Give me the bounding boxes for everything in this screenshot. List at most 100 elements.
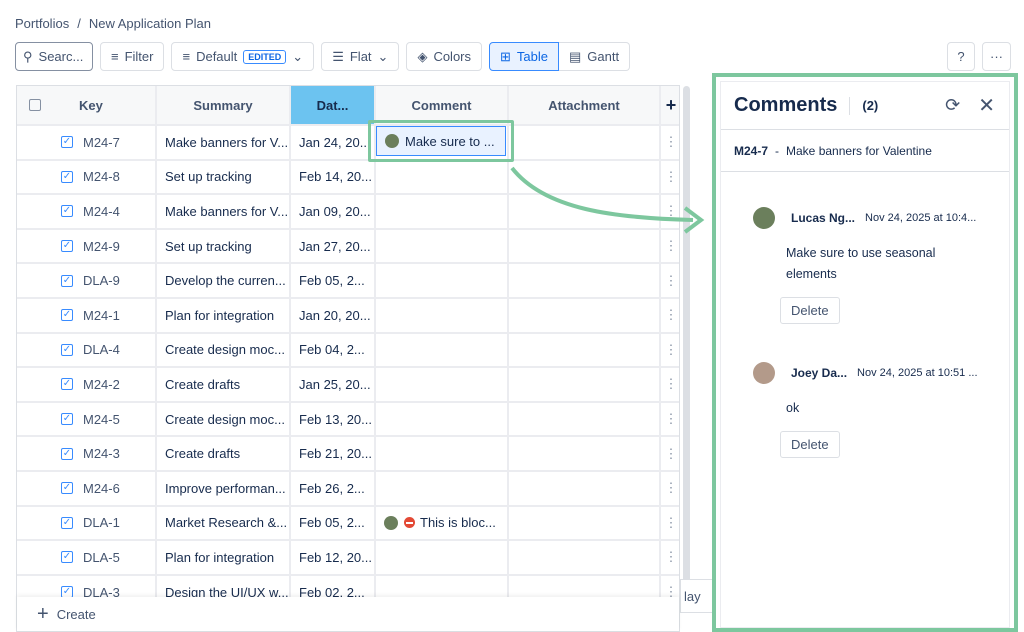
row-menu-icon[interactable]: ⋮ [664, 168, 678, 184]
issue-key[interactable]: DLA-5 [83, 549, 120, 565]
comment-cell[interactable] [376, 541, 509, 574]
date-cell[interactable]: Feb 12, 20... [291, 541, 376, 574]
issue-key[interactable]: DLA-1 [83, 515, 120, 531]
today-button[interactable]: lay [680, 579, 716, 613]
date-cell[interactable]: Feb 04, 2... [291, 333, 376, 367]
more-options-button[interactable]: ··· [982, 42, 1011, 71]
comment-cell[interactable] [376, 333, 509, 367]
attachment-cell[interactable] [509, 402, 661, 436]
comment-cell[interactable] [376, 402, 509, 436]
create-button[interactable]: + Create [17, 597, 679, 631]
flat-dropdown[interactable]: ☰ Flat ⌄ [321, 42, 400, 71]
row-menu-icon[interactable]: ⋮ [664, 549, 678, 565]
attachment-cell[interactable] [509, 368, 661, 401]
delete-comment-button[interactable]: Delete [780, 431, 840, 458]
summary-cell[interactable]: Plan for integration [157, 298, 291, 332]
breadcrumb-portfolios[interactable]: Portfolios [15, 16, 70, 31]
header-summary[interactable]: Summary [157, 86, 291, 124]
date-cell[interactable]: Feb 13, 20... [291, 402, 376, 436]
attachment-cell[interactable] [509, 333, 661, 367]
summary-cell[interactable]: Set up tracking [157, 160, 291, 194]
key-cell[interactable]: ✓ M24-6 [17, 471, 157, 505]
row-menu-icon[interactable]: ⋮ [664, 272, 678, 288]
key-cell[interactable]: ✓ DLA-5 [17, 541, 157, 574]
comment-cell[interactable] [376, 368, 509, 401]
date-cell[interactable]: Jan 27, 20... [291, 229, 376, 263]
help-button[interactable]: ? [947, 42, 975, 71]
comment-cell[interactable] [376, 195, 509, 228]
attachment-cell[interactable] [509, 195, 661, 228]
table-row[interactable]: ✓ M24-5 Create design moc... Feb 13, 20... ⋮ [17, 402, 679, 438]
summary-cell[interactable]: Create drafts [157, 368, 291, 401]
comment-cell[interactable] [376, 575, 509, 609]
row-menu-icon[interactable]: ⋮ [664, 480, 678, 496]
issue-key[interactable]: DLA-9 [83, 273, 120, 289]
select-all-checkbox[interactable] [29, 99, 41, 111]
date-cell[interactable]: Jan 25, 20... [291, 368, 376, 401]
issue-key[interactable]: M24-9 [83, 238, 120, 254]
date-cell[interactable]: Feb 05, 2... [291, 264, 376, 297]
key-cell[interactable]: ✓ M24-4 [17, 195, 157, 228]
date-cell[interactable]: Jan 24, 20... [291, 126, 376, 159]
table-row[interactable]: ✓ DLA-1 Market Research &... Feb 05, 2... Th… [17, 506, 679, 542]
issue-key[interactable]: M24-2 [83, 376, 120, 392]
issue-key[interactable]: M24-3 [83, 446, 120, 462]
key-cell[interactable]: ✓ M24-7 [17, 126, 157, 159]
date-cell[interactable]: Feb 02, 2... [291, 575, 376, 609]
table-row[interactable]: ✓ DLA-4 Create design moc... Feb 04, 2... ⋮ [17, 333, 679, 369]
table-scrollbar[interactable] [683, 86, 690, 596]
key-cell[interactable]: ✓ M24-2 [17, 368, 157, 401]
comment-cell[interactable] [376, 437, 509, 470]
attachment-cell[interactable] [509, 575, 661, 609]
row-menu-icon[interactable]: ⋮ [664, 411, 678, 427]
date-cell[interactable]: Jan 20, 20... [291, 298, 376, 332]
table-row[interactable]: ✓ DLA-5 Plan for integration Feb 12, 20... ⋮ [17, 541, 679, 576]
key-cell[interactable]: ✓ M24-5 [17, 402, 157, 436]
header-comment[interactable]: Comment [376, 86, 509, 124]
attachment-cell[interactable] [509, 506, 661, 540]
attachment-cell[interactable] [509, 298, 661, 332]
summary-cell[interactable]: Create design moc... [157, 402, 291, 436]
date-cell[interactable]: Jan 09, 20... [291, 195, 376, 228]
table-row[interactable]: ✓ DLA-9 Develop the curren... Feb 05, 2... ⋮ [17, 264, 679, 299]
row-menu-icon[interactable]: ⋮ [664, 238, 678, 254]
comment-cell[interactable] [376, 126, 509, 159]
key-cell[interactable]: ✓ M24-1 [17, 298, 157, 332]
summary-cell[interactable]: Improve performan... [157, 471, 291, 505]
key-cell[interactable]: ✓ DLA-1 [17, 506, 157, 540]
issue-key[interactable]: M24-1 [83, 307, 120, 323]
close-icon[interactable]: ✕ [978, 95, 995, 117]
add-column-button[interactable]: + [665, 94, 677, 115]
summary-cell[interactable]: Set up tracking [157, 229, 291, 263]
comment-cell[interactable] [376, 471, 509, 505]
delete-comment-button[interactable]: Delete [780, 297, 840, 324]
attachment-cell[interactable] [509, 264, 661, 297]
table-row[interactable]: ✓ M24-9 Set up tracking Jan 27, 20... ⋮ [17, 229, 679, 265]
key-cell[interactable]: ✓ M24-3 [17, 437, 157, 470]
row-menu-icon[interactable]: ⋮ [664, 203, 678, 219]
header-date[interactable]: Dat... [291, 86, 376, 124]
summary-cell[interactable]: Create design moc... [157, 333, 291, 367]
summary-cell[interactable]: Plan for integration [157, 541, 291, 574]
issue-key[interactable]: DLA-4 [83, 342, 120, 358]
row-menu-icon[interactable]: ⋮ [664, 514, 678, 530]
issue-key[interactable]: M24-7 [83, 134, 120, 150]
table-row[interactable]: ✓ M24-2 Create drafts Jan 25, 20... ⋮ [17, 368, 679, 403]
highlighted-comment-cell[interactable]: Make sure to ... [368, 120, 514, 162]
row-menu-icon[interactable]: ⋮ [664, 584, 678, 600]
date-cell[interactable]: Feb 21, 20... [291, 437, 376, 470]
gantt-view-tab[interactable]: ▤ Gantt [559, 42, 631, 71]
summary-cell[interactable]: Develop the curren... [157, 264, 291, 297]
search-input[interactable]: ⚲ Searc... [15, 42, 93, 71]
table-row[interactable]: ✓ M24-4 Make banners for V... Jan 09, 20...… [17, 195, 679, 230]
attachment-cell[interactable] [509, 471, 661, 505]
row-menu-icon[interactable]: ⋮ [664, 376, 678, 392]
summary-cell[interactable]: Design the UI/UX w... [157, 575, 291, 609]
summary-cell[interactable]: Make banners for V... [157, 126, 291, 159]
header-attachment[interactable]: Attachment [509, 86, 661, 124]
date-cell[interactable]: Feb 26, 2... [291, 471, 376, 505]
default-view-dropdown[interactable]: ≡ Default EDITED ⌄ [171, 42, 315, 71]
row-menu-icon[interactable]: ⋮ [664, 341, 678, 357]
attachment-cell[interactable] [509, 437, 661, 470]
key-cell[interactable]: ✓ M24-8 [17, 160, 157, 194]
